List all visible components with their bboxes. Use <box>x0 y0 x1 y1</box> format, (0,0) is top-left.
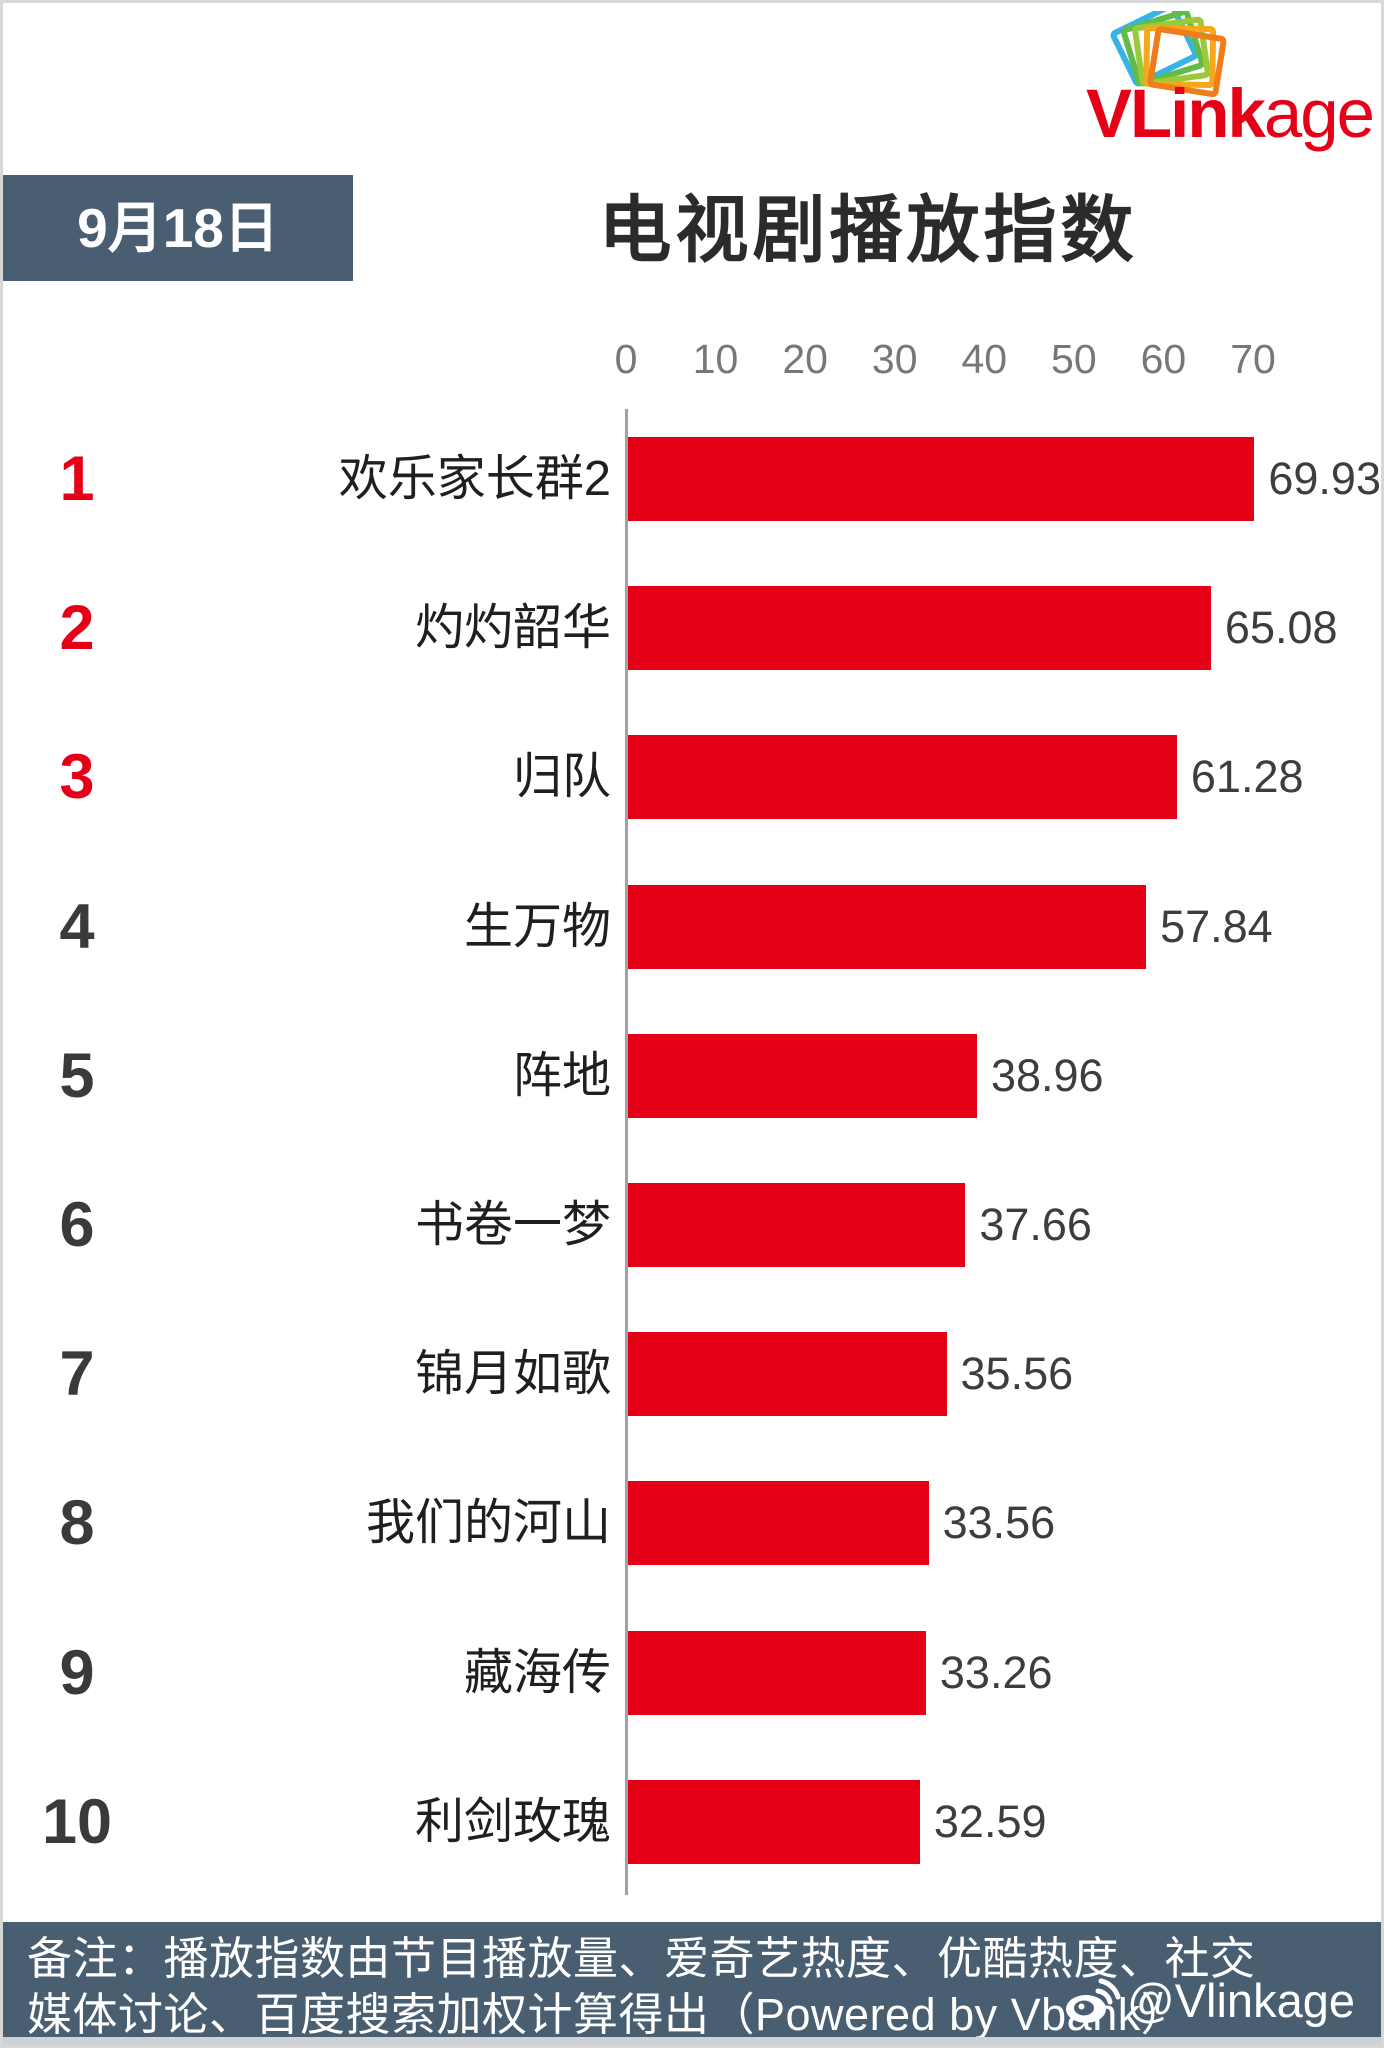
page-title: 电视剧播放指数 <box>598 190 1138 271</box>
value-label: 37.66 <box>979 1199 1092 1250</box>
vlinkage-logo: VLinkage <box>1032 9 1377 153</box>
axis-tick-label: 60 <box>1140 336 1187 382</box>
drama-title: 我们的河山 <box>365 1496 611 1551</box>
value-label: 35.56 <box>960 1348 1074 1400</box>
weibo-handle: @Vlinkage <box>1126 1974 1355 2027</box>
drama-title: 藏海传 <box>463 1645 611 1700</box>
bar <box>628 884 1147 969</box>
chart-row: 8 我们的河山 33.56 <box>3 1481 1381 1566</box>
bar <box>628 437 1255 521</box>
logo-wordmark: VLinkage <box>1086 74 1375 153</box>
value-label: 57.84 <box>1160 900 1273 952</box>
bar <box>628 735 1177 820</box>
drama-title: 生万物 <box>463 899 611 954</box>
bar <box>628 1332 947 1417</box>
bar <box>628 586 1211 671</box>
rank-label: 8 <box>59 1488 95 1559</box>
value-label: 61.28 <box>1190 751 1304 803</box>
weibo-attribution: @Vlinkage <box>1065 1973 1355 2028</box>
chart-row: 1 欢乐家长群2 69.93 <box>3 437 1381 521</box>
drama-title: 灼灼韶华 <box>414 601 611 656</box>
rank-label: 3 <box>59 742 95 813</box>
drama-title: 书卷一梦 <box>414 1198 611 1252</box>
chart-row: 4 生万物 57.84 <box>3 884 1381 969</box>
chart-row: 9 藏海传 33.26 <box>3 1630 1381 1715</box>
value-label: 32.59 <box>933 1795 1047 1847</box>
axis-tick-label: 10 <box>692 336 739 382</box>
chart-row: 5 阵地 38.96 <box>3 1033 1381 1118</box>
chart-row: 7 锦月如歌 35.56 <box>3 1332 1381 1417</box>
value-label: 69.93 <box>1268 453 1381 504</box>
rank-label: 1 <box>59 444 95 514</box>
axis-tick-label: 30 <box>871 336 918 382</box>
weibo-icon <box>1065 1978 1121 2023</box>
footer: 备注：播放指数由节目播放量、爱奇艺热度、优酷热度、社交媒体讨论、百度搜索加权计算… <box>3 1922 1381 2040</box>
bar <box>628 1183 966 1267</box>
bar <box>628 1779 920 1864</box>
value-label: 33.26 <box>939 1646 1053 1698</box>
x-axis-ticks: 0 10 20 30 40 50 60 70 <box>3 335 1381 383</box>
logo-text-light: age <box>1263 75 1375 152</box>
chart-row: 2 灼灼韶华 65.08 <box>3 586 1381 671</box>
axis-tick-label: 50 <box>1051 336 1097 382</box>
date-badge: 9月18日 <box>3 175 353 281</box>
bar <box>628 1033 977 1118</box>
drama-title: 归队 <box>512 750 611 805</box>
value-label: 65.08 <box>1224 602 1338 654</box>
bar <box>628 1630 926 1715</box>
rank-label: 7 <box>59 1339 95 1410</box>
chart-row: 3 归队 61.28 <box>3 735 1381 820</box>
drama-title: 锦月如歌 <box>414 1347 611 1402</box>
rank-label: 2 <box>59 593 95 664</box>
footer-note: 备注：播放指数由节目播放量、爱奇艺热度、优酷热度、社交媒体讨论、百度搜索加权计算… <box>27 1933 1256 2040</box>
rank-label: 10 <box>41 1786 113 1857</box>
chart-row: 10 利剑玫瑰 32.59 <box>3 1779 1381 1864</box>
logo-text-bold: VLink <box>1086 75 1266 152</box>
value-label: 38.96 <box>990 1049 1104 1101</box>
rank-label: 5 <box>59 1040 95 1111</box>
rank-label: 4 <box>59 891 95 962</box>
rank-label: 9 <box>59 1637 95 1708</box>
bar <box>628 1481 929 1566</box>
rank-label: 6 <box>59 1190 95 1260</box>
axis-tick-label: 0 <box>614 336 638 382</box>
logo-fan-icon <box>1110 11 1227 98</box>
drama-title: 利剑玫瑰 <box>414 1794 611 1849</box>
axis-tick-label: 70 <box>1230 336 1276 382</box>
value-label: 33.56 <box>942 1497 1056 1549</box>
axis-tick-label: 20 <box>782 336 828 382</box>
chart-rows: 1 欢乐家长群2 69.93 2 灼灼韶华 65.08 3 归队 61.28 4… <box>3 3 1381 2045</box>
drama-title: 欢乐家长群2 <box>338 452 611 506</box>
axis-tick-label: 40 <box>961 336 1008 382</box>
drama-title: 阵地 <box>512 1048 611 1103</box>
y-axis-line <box>625 409 628 1895</box>
chart-row: 6 书卷一梦 37.66 <box>3 1183 1381 1267</box>
